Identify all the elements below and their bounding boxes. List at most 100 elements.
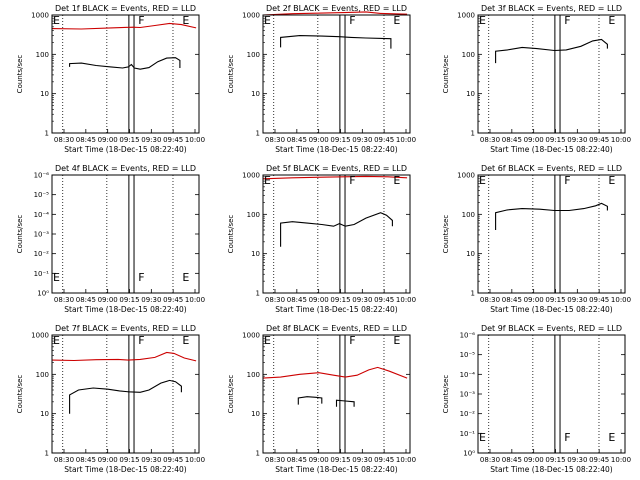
detector-panel-7: Det 7f BLACK = Events, RED = LLD Counts/s…: [16, 324, 205, 474]
x-tick-label: 09:00: [98, 456, 118, 464]
y-tick-label: 10: [251, 250, 260, 258]
x-tick-label: 09:15: [119, 456, 139, 464]
y-tick-label: 1: [45, 450, 49, 458]
x-axis-label: Start Time (18-Dec-15 08:22:40): [275, 465, 397, 474]
plot-frame: [477, 174, 626, 294]
x-axis-label: Start Time (18-Dec-15 08:22:40): [490, 305, 612, 314]
x-axis-label: Start Time (18-Dec-15 08:22:40): [64, 305, 186, 314]
y-tick-label: 1000: [242, 172, 260, 180]
lld-series-line: [51, 351, 197, 362]
x-tick-label: 08:30: [54, 136, 74, 144]
x-tick-label: 09:30: [352, 456, 372, 464]
x-tick-label: 09:00: [98, 296, 118, 304]
x-tick-label: 09:00: [524, 456, 544, 464]
plot-frame: [477, 334, 626, 454]
lld-series-line: [262, 175, 408, 180]
event-marker-label: E: [479, 174, 486, 187]
x-tick-label: 08:45: [502, 456, 522, 464]
y-tick-label: 1: [256, 450, 260, 458]
event-marker-label: E: [182, 14, 189, 27]
x-tick-label: 09:15: [119, 136, 139, 144]
x-tick-label: 09:45: [589, 456, 609, 464]
x-axis-label: Start Time (18-Dec-15 08:22:40): [490, 465, 612, 474]
plot-frame: [262, 174, 411, 294]
y-tick-label: 1000: [242, 332, 260, 340]
events-series-line: [280, 212, 393, 247]
x-tick-label: 08:45: [76, 296, 96, 304]
events-series-line: [280, 35, 392, 49]
x-tick-label: 09:45: [163, 456, 183, 464]
x-tick-label: 08:45: [76, 456, 96, 464]
events-series-line: [69, 57, 181, 70]
panel-title: Det 6f BLACK = Events, RED = LLD: [481, 164, 622, 173]
x-tick-label: 09:30: [567, 296, 587, 304]
x-tick-label: 08:30: [54, 456, 74, 464]
panel-title: Det 4f BLACK = Events, RED = LLD: [55, 164, 196, 173]
event-marker-label: E: [53, 14, 60, 27]
y-tick-label: 10⁰: [37, 290, 49, 298]
x-tick-label: 10:00: [185, 136, 205, 144]
x-tick-label: 10:00: [185, 296, 205, 304]
x-tick-label: 08:45: [502, 296, 522, 304]
y-tick-label: 10⁻⁶: [34, 172, 50, 180]
event-marker-label: E: [393, 334, 400, 347]
event-marker-label: F: [564, 431, 570, 444]
y-tick-label: 10: [251, 90, 260, 98]
x-tick-label: 09:45: [589, 136, 609, 144]
x-axis-label: Start Time (18-Dec-15 08:22:40): [490, 145, 612, 154]
x-tick-label: 09:30: [141, 456, 161, 464]
event-marker-label: E: [393, 14, 400, 27]
event-marker-label: F: [138, 334, 144, 347]
y-tick-label: 100: [247, 51, 260, 59]
y-tick-label: 10⁻¹: [34, 270, 50, 278]
y-tick-label: 1: [471, 290, 475, 298]
x-tick-label: 09:15: [545, 456, 565, 464]
x-tick-label: 09:30: [567, 456, 587, 464]
y-tick-label: 10: [251, 410, 260, 418]
event-marker-label: E: [479, 14, 486, 27]
lld-series-line: [262, 11, 408, 16]
y-tick-label: 100: [462, 51, 475, 59]
event-marker-label: F: [349, 174, 355, 187]
y-tick-label: 1000: [31, 332, 49, 340]
x-tick-label: 09:30: [141, 296, 161, 304]
y-tick-label: 10⁻³: [460, 391, 476, 399]
y-tick-label: 10⁻¹: [460, 430, 476, 438]
x-tick-label: 10:00: [396, 456, 416, 464]
x-tick-label: 08:45: [287, 456, 307, 464]
x-tick-label: 08:30: [265, 136, 285, 144]
x-tick-label: 08:30: [480, 136, 500, 144]
y-tick-label: 10: [466, 90, 475, 98]
x-tick-label: 09:45: [589, 296, 609, 304]
x-tick-label: 09:00: [524, 136, 544, 144]
x-tick-label: 09:00: [98, 136, 118, 144]
plot-frame: [51, 14, 200, 134]
event-marker-label: E: [608, 174, 615, 187]
y-axis-label: Counts/sec: [227, 375, 235, 414]
panel-title: Det 1f BLACK = Events, RED = LLD: [55, 4, 196, 13]
y-tick-label: 1000: [457, 172, 475, 180]
y-tick-label: 10⁻³: [34, 231, 50, 239]
x-tick-label: 09:15: [545, 296, 565, 304]
y-tick-label: 10⁻⁶: [460, 332, 476, 340]
lld-series-line: [51, 22, 197, 30]
y-tick-label: 1: [45, 130, 49, 138]
x-tick-label: 10:00: [185, 456, 205, 464]
y-tick-label: 1000: [31, 12, 49, 20]
event-marker-label: E: [264, 14, 271, 27]
plot-frame: [262, 14, 411, 134]
y-tick-label: 10⁻⁴: [460, 371, 476, 379]
y-axis-label: Counts/sec: [227, 215, 235, 254]
y-axis-label: Counts/sec: [442, 215, 450, 254]
event-marker-label: F: [564, 14, 570, 27]
plot-frame: [477, 14, 626, 134]
x-tick-label: 09:45: [163, 136, 183, 144]
event-marker-label: F: [138, 14, 144, 27]
x-tick-label: 10:00: [396, 296, 416, 304]
detector-panel-3: Det 3f BLACK = Events, RED = LLD Counts/s…: [442, 4, 631, 154]
event-marker-label: F: [349, 14, 355, 27]
x-tick-label: 09:30: [567, 136, 587, 144]
detector-panel-6: Det 6f BLACK = Events, RED = LLD Counts/s…: [442, 164, 631, 314]
y-tick-label: 100: [247, 211, 260, 219]
